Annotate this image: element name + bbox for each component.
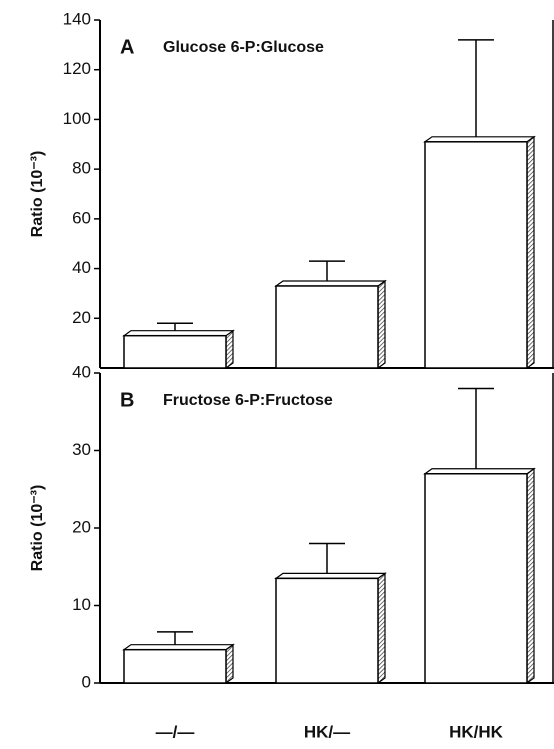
bar [275,577,379,684]
y-tick-label: 100 [63,109,91,128]
bar [123,648,227,684]
y-tick-label: 30 [72,440,91,459]
panel-title: Glucose 6-P:Glucose [163,39,324,56]
bar-side [377,572,386,685]
x-tick-label: HK/— [304,722,350,741]
panel-label: B [120,389,134,411]
y-tick-label: 0 [82,672,91,691]
y-tick-label: 140 [63,9,91,28]
y-tick-label: 20 [72,517,91,536]
y-tick-label: 10 [72,595,91,614]
y-tick-label: 120 [63,59,91,78]
panel-label: A [120,36,134,58]
bar-side [526,135,535,370]
y-tick-label: 40 [72,258,91,277]
bar-side [225,643,234,685]
bar [275,285,379,369]
x-tick-label: HK/HK [449,722,504,741]
bar-side [225,329,234,370]
y-tick-label: 80 [72,159,91,178]
y-tick-label: 40 [72,362,91,381]
bar [424,141,528,369]
panel-title: Fructose 6-P:Fructose [163,392,333,409]
bar [424,473,528,684]
bar-side [526,467,535,685]
x-tick-label: —/— [156,722,195,741]
y-tick-label: 60 [72,208,91,227]
y-axis-label: Ratio (10⁻³) [29,485,46,572]
bar-side [377,279,386,370]
bar [123,334,227,369]
y-axis-label: Ratio (10⁻³) [29,151,46,238]
y-tick-label: 20 [72,308,91,327]
